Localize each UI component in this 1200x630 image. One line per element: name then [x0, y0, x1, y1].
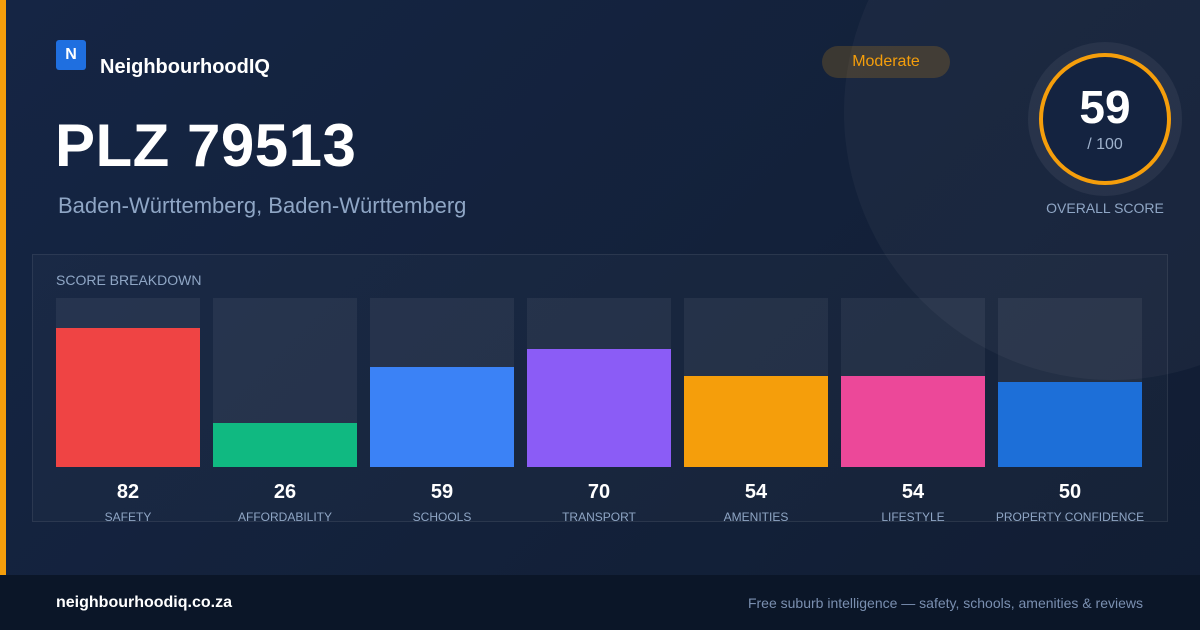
bar-fill — [527, 349, 671, 467]
bar-value: 54 — [744, 481, 768, 503]
overall-score-label: OVERALL SCORE — [1046, 200, 1164, 216]
bar-track — [213, 298, 357, 467]
overall-score-max: / 100 — [1087, 136, 1123, 153]
bar-track — [684, 298, 828, 467]
bar-value: 26 — [273, 481, 297, 503]
footer-domain-link[interactable]: neighbourhoodiq.co.za — [56, 594, 232, 611]
bar-label: SAFETY — [104, 510, 152, 524]
score-ring: 59 / 100 — [1039, 53, 1171, 185]
bar-label: AFFORDABILITY — [237, 510, 332, 524]
page-title: PLZ 79513 — [55, 112, 357, 179]
breakdown-bar-chart: 82 SAFETY 26 AFFORDABILITY 59 SCHOOLS 70 TRANSP… — [33, 255, 1167, 524]
bar-value: 59 — [430, 481, 454, 503]
bar-label: SCHOOLS — [412, 510, 472, 524]
bar-group-property-confidence: 50 PROPERTY CONFIDENCE — [996, 298, 1144, 524]
bar-group-safety: 82 SAFETY — [56, 298, 200, 524]
footer-tagline: Free suburb intelligence — safety, schoo… — [747, 595, 1143, 611]
bar-fill — [370, 367, 514, 467]
bar-fill — [684, 376, 828, 467]
bar-group-affordability: 26 AFFORDABILITY — [213, 298, 357, 524]
bar-fill — [56, 328, 200, 467]
bar-track — [998, 298, 1142, 467]
bar-value: 70 — [587, 481, 611, 503]
score-breakdown-panel: SCORE BREAKDOWN 82 SAFETY 26 AFFORDABILITY 5… — [32, 254, 1168, 524]
bar-group-lifestyle: 54 LIFESTYLE — [841, 298, 985, 524]
overall-score-value: 59 — [1079, 81, 1131, 133]
bar-track — [370, 298, 514, 467]
bar-label: AMENITIES — [723, 510, 789, 524]
breakdown-title: SCORE BREAKDOWN — [56, 272, 202, 288]
bar-track — [56, 298, 200, 467]
bar-track — [527, 298, 671, 467]
bar-value: 54 — [901, 481, 925, 503]
accent-bar — [0, 0, 6, 575]
brand: N NeighbourhoodIQ — [56, 40, 270, 78]
bar-fill — [998, 382, 1142, 467]
bar-fill — [213, 423, 357, 467]
bar-label: LIFESTYLE — [881, 510, 945, 524]
rating-badge: Moderate — [822, 46, 950, 78]
bar-group-schools: 59 SCHOOLS — [370, 298, 514, 524]
bar-value: 50 — [1058, 481, 1082, 503]
bar-track — [841, 298, 985, 467]
bar-group-amenities: 54 AMENITIES — [684, 298, 828, 524]
brand-logo-icon: N — [56, 40, 86, 70]
brand-name: NeighbourhoodIQ — [100, 55, 270, 78]
bar-group-transport: 70 TRANSPORT — [527, 298, 671, 524]
bar-value: 82 — [116, 481, 140, 503]
bar-label: TRANSPORT — [562, 510, 636, 524]
overall-score-gauge: 59 / 100 — [1028, 42, 1182, 196]
bar-label: PROPERTY CONFIDENCE — [995, 510, 1145, 524]
footer: neighbourhoodiq.co.za Free suburb intell… — [0, 575, 1200, 630]
bar-fill — [841, 376, 985, 467]
region-subtitle: Baden-Württemberg, Baden-Württemberg — [58, 193, 467, 218]
